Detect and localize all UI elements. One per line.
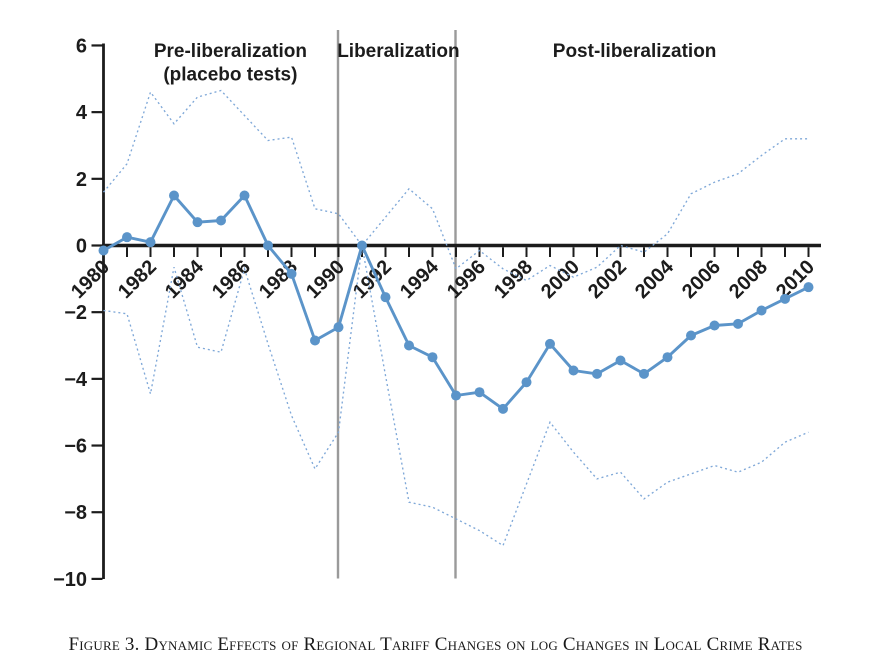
x-tick-label: 1994 (396, 255, 444, 303)
point-marker (474, 387, 485, 398)
point-marker (639, 368, 649, 379)
point-marker (98, 245, 109, 256)
region-label: Pre-liberalization (154, 41, 307, 62)
region-label: Post-liberalization (553, 41, 717, 62)
y-tick-label: 4 (76, 102, 88, 124)
x-tick-label: 2006 (678, 256, 725, 303)
x-tick-label: 1990 (302, 256, 349, 303)
point-marker (521, 377, 532, 388)
point-marker (169, 190, 179, 201)
point-marker (451, 390, 461, 401)
x-tick-label: 2000 (537, 256, 584, 303)
liberalization-period-lines (336, 30, 457, 579)
x-tick-label: 1996 (443, 256, 490, 303)
y-tick-label: −4 (64, 369, 88, 391)
y-tick-label: −6 (64, 436, 87, 458)
point-marker (545, 338, 555, 349)
x-tick-label: 1982 (114, 256, 161, 303)
upper-95-ci-line (102, 89, 809, 282)
point-marker (239, 190, 250, 201)
point-marker (615, 355, 626, 366)
point-marker (357, 240, 367, 251)
x-tick-label: 2010 (772, 256, 819, 303)
point-marker (498, 403, 508, 414)
region-label: Liberalization (337, 41, 459, 62)
point-marker (333, 322, 344, 333)
y-tick-label: 0 (76, 236, 87, 258)
region-labels: Pre-liberalization (placebo tests) Liberal… (154, 41, 717, 86)
point-estimate-series (98, 190, 814, 414)
y-tick-label: −2 (64, 302, 87, 324)
y-tick-label: 2 (76, 169, 87, 191)
figure-caption: Figure 3. Dynamic Effects of Regional Ta… (68, 634, 803, 655)
point-marker (427, 352, 438, 363)
crime-rates-line-chart: Pre-liberalization (placebo tests) Liberal… (53, 30, 821, 591)
confidence-band (102, 89, 809, 282)
y-tick-label: −10 (53, 569, 87, 591)
x-tick-label: 1980 (67, 256, 114, 303)
point-marker (733, 318, 743, 329)
point-marker (756, 305, 767, 316)
point-marker (686, 330, 696, 341)
x-tick-label: 2002 (584, 256, 631, 303)
point-marker (803, 282, 814, 293)
x-tick-label: 2008 (725, 256, 772, 303)
point-marker (404, 340, 414, 351)
point-marker (192, 217, 203, 228)
point-marker (122, 232, 132, 243)
point-marker (709, 320, 720, 331)
chart-area: Pre-liberalization (placebo tests) Liberal… (53, 30, 821, 591)
point-marker (780, 293, 790, 304)
point-marker (216, 215, 226, 226)
region-label: (placebo tests) (163, 65, 297, 86)
point-marker (310, 335, 320, 346)
point-marker (145, 237, 156, 248)
x-tick-label: 2004 (631, 255, 679, 303)
point-marker (568, 365, 579, 376)
x-tick-label: 1998 (490, 256, 537, 303)
lower-95-ci-line (103, 245, 809, 547)
point-marker (592, 368, 602, 379)
point-marker (286, 268, 297, 279)
point-marker (380, 292, 391, 303)
y-tick-label: 6 (76, 35, 87, 57)
confidence-band (103, 245, 809, 547)
point-marker (662, 352, 673, 363)
point-marker (263, 240, 273, 251)
y-tick-label: −8 (64, 502, 87, 524)
